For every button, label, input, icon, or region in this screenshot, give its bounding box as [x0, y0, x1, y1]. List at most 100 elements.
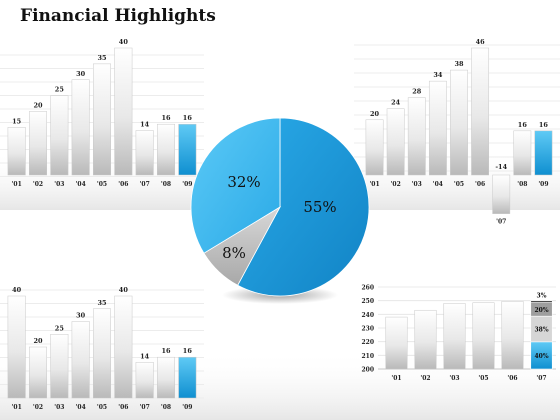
data-label: 34	[433, 71, 443, 79]
data-label: 40	[12, 286, 22, 294]
bar	[157, 123, 175, 176]
bar	[50, 95, 69, 176]
tick-label: '03	[54, 181, 64, 188]
pie-slice	[237, 117, 370, 297]
bar	[7, 295, 26, 399]
tick-label: '02	[420, 375, 430, 382]
y-tick-label: 250	[361, 298, 374, 305]
tick-label: '01	[12, 181, 22, 188]
tick-label: '06	[507, 375, 517, 382]
bar	[472, 302, 495, 370]
bar	[428, 80, 447, 176]
stacked-bar-chart-bottom-right: 200 210 220 230 240 250 260 '01 '02 '03 '05 '06 3% 20…	[361, 285, 556, 382]
stack-label: 3%	[537, 293, 547, 300]
bar	[386, 108, 405, 176]
bar-highlight	[178, 123, 197, 176]
bar	[492, 174, 511, 214]
pie-slice-label: 55%	[303, 198, 336, 216]
tick-label: '02	[33, 181, 43, 188]
data-label: 38	[454, 60, 464, 68]
bar-highlight	[534, 130, 553, 176]
data-label: 20	[33, 102, 43, 110]
bar	[50, 334, 69, 399]
tick-label: '02	[33, 404, 43, 411]
tick-label: '07	[496, 219, 506, 226]
tick-label: '01	[391, 375, 401, 382]
stack-segment	[530, 300, 553, 303]
data-label: 35	[97, 299, 107, 307]
pie-slice-label: 32%	[227, 173, 260, 191]
bar	[93, 63, 111, 176]
data-label: -14	[495, 163, 507, 171]
tick-label: '03	[412, 181, 422, 188]
tick-label: '04	[433, 181, 443, 188]
data-label: 16	[161, 114, 171, 122]
bar	[414, 309, 437, 370]
bar	[135, 362, 154, 399]
tick-label: '08	[161, 181, 171, 188]
bar	[513, 130, 532, 176]
data-label: 35	[97, 54, 107, 62]
tick-label: '05	[478, 375, 488, 382]
bar	[114, 47, 133, 176]
data-label: 30	[76, 70, 86, 78]
tick-label: '03	[449, 375, 459, 382]
bar	[443, 303, 466, 370]
bar	[450, 69, 468, 176]
data-label: 40	[119, 38, 129, 46]
tick-label: '06	[118, 404, 128, 411]
bar	[114, 295, 133, 399]
y-tick-label: 260	[361, 285, 374, 292]
y-tick-label: 220	[361, 339, 374, 346]
tick-label: '09	[182, 181, 192, 188]
page-title: Financial Highlights	[20, 6, 216, 26]
y-tick-label: 240	[361, 312, 374, 319]
tick-label: '07	[140, 404, 150, 411]
data-label: 16	[539, 121, 549, 129]
bar-chart-top-right: 20 '01 24 '02 28 '03 34 '04 38 '05 46 '06 -14 '07 16 '0…	[354, 38, 560, 226]
tick-label: '02	[391, 181, 401, 188]
tick-label: '03	[54, 404, 64, 411]
tick-label: '05	[97, 404, 107, 411]
tick-label: '06	[475, 181, 485, 188]
tick-label: '05	[454, 181, 464, 188]
data-label: 24	[391, 99, 401, 107]
y-tick-label: 230	[361, 326, 374, 333]
bar	[71, 79, 90, 176]
tick-label: '07	[536, 375, 546, 382]
bar	[93, 308, 111, 399]
tick-label: '04	[76, 181, 86, 188]
data-label: 14	[140, 352, 150, 360]
data-label: 40	[119, 286, 129, 294]
pie-slice-label: 8%	[222, 244, 246, 262]
tick-label: '09	[182, 404, 192, 411]
data-label: 16	[183, 114, 193, 122]
tick-label: '01	[12, 404, 22, 411]
bar	[29, 111, 47, 176]
pie-slice	[190, 117, 281, 254]
y-tick-label: 210	[361, 353, 374, 360]
data-label: 15	[12, 117, 22, 125]
stack-segment	[530, 341, 553, 370]
data-label: 25	[55, 324, 65, 332]
stack-label: 38%	[534, 327, 548, 334]
data-label: 16	[183, 347, 193, 355]
bar	[407, 97, 426, 176]
bar	[71, 321, 90, 399]
bar	[29, 346, 47, 399]
data-label: 25	[55, 86, 65, 94]
y-tick-label: 200	[361, 367, 374, 374]
bar	[135, 130, 154, 176]
tick-label: '05	[97, 181, 107, 188]
bar	[7, 127, 26, 176]
bar	[471, 47, 490, 176]
bar	[501, 301, 524, 370]
bar	[157, 356, 175, 399]
tick-label: '08	[161, 404, 171, 411]
bar	[365, 119, 384, 176]
tick-label: '08	[517, 181, 527, 188]
tick-label: '06	[118, 181, 128, 188]
stack-label: 40%	[534, 353, 548, 360]
tick-label: '09	[538, 181, 548, 188]
